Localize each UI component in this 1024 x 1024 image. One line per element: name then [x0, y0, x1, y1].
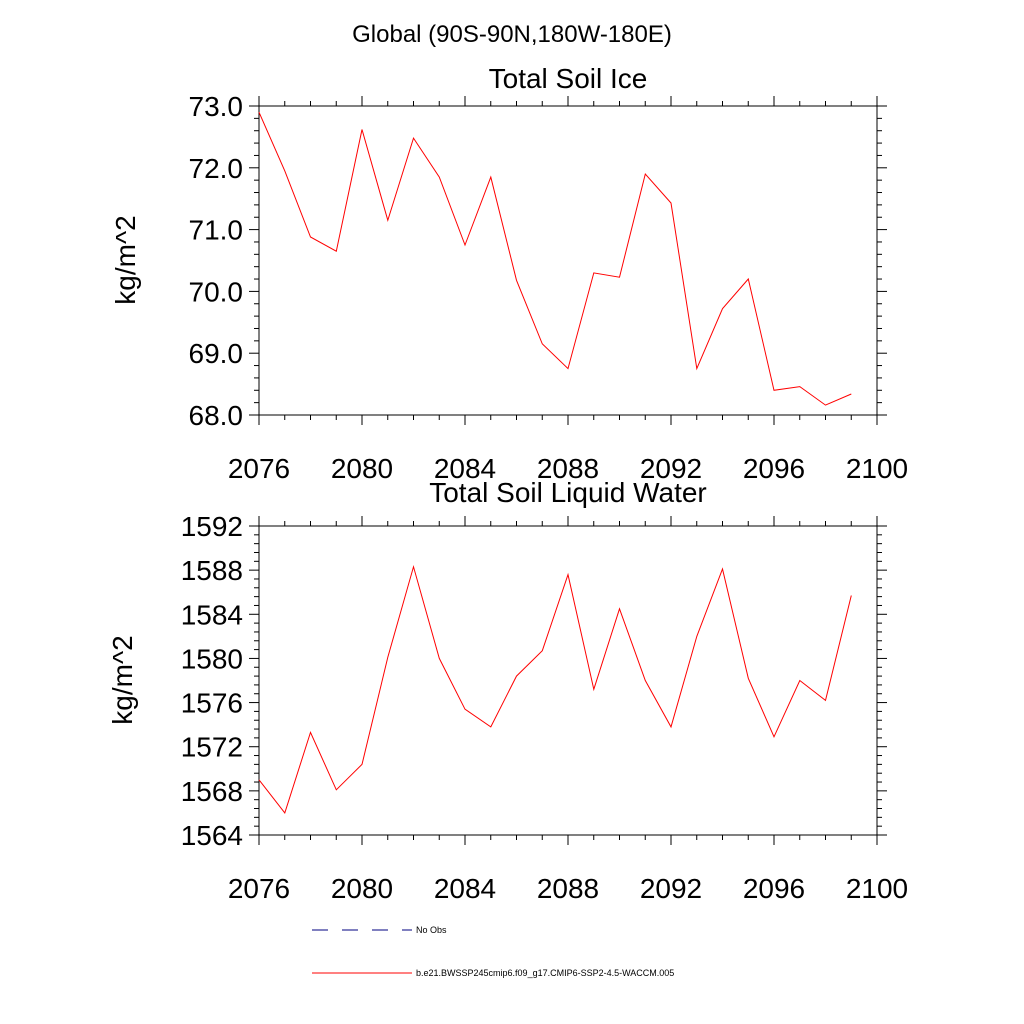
- y-tick-label: 1576: [181, 688, 243, 719]
- series-line: [258, 564, 852, 814]
- x-tick-label: 2080: [331, 453, 393, 484]
- y-tick-label: 71.0: [189, 215, 244, 246]
- x-tick-label: 2076: [228, 453, 290, 484]
- x-tick-label: 2088: [537, 873, 599, 904]
- y-tick-label: 1564: [181, 820, 243, 851]
- panel-total-soil-ice: Total Soil Ice kg/m^2 2076 2080 2084 2088 2092…: [110, 63, 908, 484]
- legend-label: b.e21.BWSSP245cmip6.f09_g17.CMIP6-SSP2-4…: [416, 968, 674, 978]
- page-title: Global (90S-90N,180W-180E): [352, 21, 672, 48]
- x-tick-label: 2076: [228, 873, 290, 904]
- y-tick-label: 1584: [181, 599, 243, 630]
- y-axis-label: kg/m^2: [110, 215, 141, 304]
- x-tick-label: 2084: [434, 873, 496, 904]
- y-tick-label: 69.0: [189, 338, 244, 369]
- x-tick-label: 2092: [640, 873, 702, 904]
- plot-frame: [258, 525, 878, 836]
- x-tick-label: 2096: [743, 453, 805, 484]
- y-tick-label: 1588: [181, 555, 243, 586]
- series-line: [258, 111, 852, 406]
- x-tick-label: 2100: [846, 453, 908, 484]
- x-tick-label: 2084: [434, 453, 496, 484]
- y-tick-label: 72.0: [189, 153, 244, 184]
- y-tick-label: 1580: [181, 643, 243, 674]
- x-tick-label: 2092: [640, 453, 702, 484]
- y-axis-label: kg/m^2: [107, 635, 138, 724]
- y-tick-label: 1568: [181, 776, 243, 807]
- x-tick-label: 2088: [537, 453, 599, 484]
- chart-title: Total Soil Ice: [489, 63, 648, 94]
- x-tick-label: 2080: [331, 873, 393, 904]
- panel-total-soil-liquid-water: Total Soil Liquid Water kg/m^2 2076 2080 208…: [107, 477, 908, 904]
- chart-title: Total Soil Liquid Water: [429, 477, 707, 508]
- legend-label: No Obs: [416, 925, 447, 935]
- y-tick-label: 70.0: [189, 276, 244, 307]
- y-tick-label: 1572: [181, 732, 243, 763]
- y-tick-label: 68.0: [189, 400, 244, 431]
- legend: No Obs b.e21.BWSSP245cmip6.f09_g17.CMIP6-…: [312, 925, 674, 978]
- y-tick-label: 1592: [181, 511, 243, 542]
- x-tick-label: 2100: [846, 873, 908, 904]
- x-tick-label: 2096: [743, 873, 805, 904]
- y-tick-label: 73.0: [189, 91, 244, 122]
